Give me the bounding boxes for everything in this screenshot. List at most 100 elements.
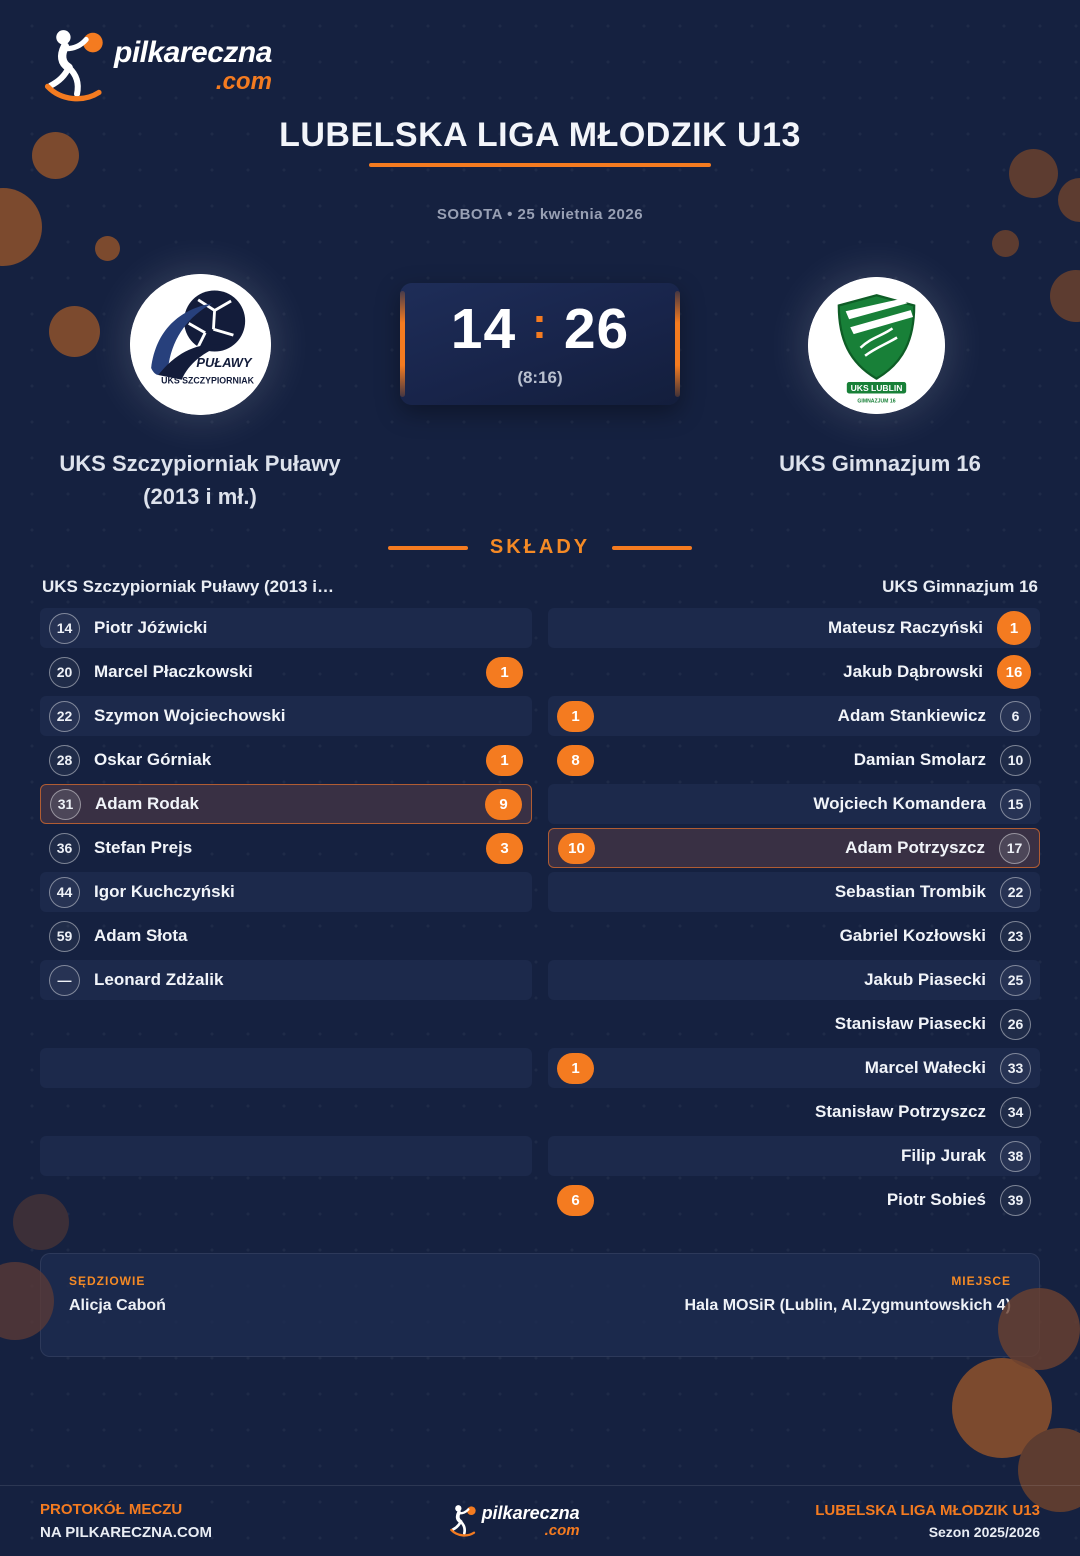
- player-row[interactable]: 22 Szymon Wojciechowski: [40, 696, 532, 736]
- player-row[interactable]: 14 Piotr Jóźwicki: [40, 608, 532, 648]
- player-name: Leonard Zdżalik: [94, 970, 224, 989]
- jersey-number: 38: [1000, 1140, 1031, 1172]
- player-row[interactable]: Stanisław Piasecki 26: [548, 1004, 1040, 1044]
- jersey-number: 36: [49, 832, 80, 864]
- home-team-name: UKS Szczypiorniak Puławy (2013 i mł.): [20, 447, 380, 513]
- away-team-name-line1: UKS Gimnazjum 16: [779, 451, 981, 476]
- jersey-number: 39: [1000, 1184, 1031, 1216]
- svg-text:GIMNAZJUM 16: GIMNAZJUM 16: [857, 399, 895, 405]
- empty-row: [40, 1136, 532, 1176]
- player-name: Jakub Dąbrowski: [843, 662, 983, 681]
- player-name: Igor Kuchczyński: [94, 882, 235, 901]
- player-name: Stanisław Potrzyszcz: [814, 1102, 986, 1121]
- footer-right-line1: LUBELSKA LIGA MŁODZIK U13: [815, 1501, 1040, 1519]
- away-roster-list: Mateusz Raczyński 1 Jakub Dąbrowski 16 1 Adam…: [548, 608, 1040, 1224]
- player-row[interactable]: 44 Igor Kuchczyński: [40, 872, 532, 912]
- handball-player-icon: [44, 30, 103, 102]
- jersey-number: 22: [49, 700, 80, 732]
- divider-dash: [387, 545, 468, 550]
- player-name: Sebastian Trombik: [834, 882, 986, 901]
- player-name: Gabriel Kozłowski: [839, 926, 986, 945]
- svg-text:UKS SZCZYPIORNIAK: UKS SZCZYPIORNIAK: [161, 375, 255, 385]
- player-row[interactable]: 1 Adam Stankiewicz 6: [548, 696, 1040, 736]
- player-row[interactable]: Sebastian Trombik 22: [548, 872, 1040, 912]
- player-row[interactable]: Gabriel Kozłowski 23: [548, 916, 1040, 956]
- empty-row: [40, 1180, 532, 1220]
- player-name: Piotr Sobieś: [886, 1190, 986, 1209]
- footer-logo[interactable]: pilkareczna .com: [448, 1503, 580, 1539]
- jersey-number: 20: [49, 656, 80, 688]
- player-row[interactable]: Jakub Piasecki 25: [548, 960, 1040, 1000]
- goals-badge: 1: [486, 744, 523, 776]
- jersey-number: 14: [49, 612, 80, 644]
- final-score: 14 : 26: [451, 296, 630, 361]
- jersey-number: 44: [49, 876, 80, 908]
- referees-value: Alicja Caboń: [69, 1297, 166, 1314]
- page-footer: PROTOKÓŁ MECZU NA PILKARECZNA.COM pilkar…: [0, 1485, 1080, 1556]
- player-row[interactable]: 59 Adam Słota: [40, 916, 532, 956]
- away-team-crest: UKS LUBLIN GIMNAZJUM 16: [808, 277, 945, 414]
- player-row[interactable]: 31 Adam Rodak 9: [40, 784, 532, 824]
- brand-tld: .com: [544, 1522, 580, 1539]
- away-roster-header: UKS Gimnazjum 16: [882, 577, 1038, 596]
- title-underline: [369, 163, 711, 167]
- away-team-name: UKS Gimnazjum 16: [700, 447, 1060, 480]
- jersey-number: 15: [1000, 788, 1031, 820]
- away-team-logo: UKS LUBLIN GIMNAZJUM 16: [808, 277, 945, 414]
- player-row[interactable]: — Leonard Zdżalik: [40, 960, 532, 1000]
- player-name: Jakub Piasecki: [864, 970, 986, 989]
- decorative-circle: [1050, 270, 1080, 322]
- player-name: Marcel Płaczkowski: [94, 662, 253, 681]
- player-name: Adam Stankiewicz: [837, 706, 986, 725]
- decorative-circle: [1009, 149, 1058, 198]
- site-logo[interactable]: pilkareczna .com: [40, 28, 272, 104]
- divider-dash: [612, 545, 693, 550]
- handball-player-icon: [449, 1505, 476, 1537]
- player-name: Adam Rodak: [95, 794, 199, 813]
- player-row[interactable]: Stanisław Potrzyszcz 34: [548, 1092, 1040, 1132]
- halftime-score: (8:16): [517, 367, 563, 387]
- jersey-number: —: [49, 964, 80, 996]
- player-name: Oskar Górniak: [94, 750, 212, 769]
- player-row[interactable]: 36 Stefan Prejs 3: [40, 828, 532, 868]
- player-name: Marcel Wałecki: [864, 1058, 986, 1077]
- player-row[interactable]: Filip Jurak 38: [548, 1136, 1040, 1176]
- player-row[interactable]: 1 Marcel Wałecki 33: [548, 1048, 1040, 1088]
- player-row[interactable]: 6 Piotr Sobieś 39: [548, 1180, 1040, 1220]
- venue-block: MIEJSCE Hala MOSiR (Lublin, Al.Zygmuntow…: [684, 1274, 1011, 1336]
- jersey-number: 26: [1000, 1008, 1031, 1040]
- goals-badge: 3: [486, 832, 523, 864]
- away-score: 26: [563, 296, 630, 361]
- player-row[interactable]: 20 Marcel Płaczkowski 1: [40, 652, 532, 692]
- player-row[interactable]: Jakub Dąbrowski 16: [548, 652, 1040, 692]
- match-date: SOBOTA • 25 kwietnia 2026: [436, 206, 644, 223]
- goals-badge: 1: [486, 656, 523, 688]
- jersey-number: 1: [997, 611, 1031, 645]
- player-name: Wojciech Komandera: [813, 794, 986, 813]
- player-row[interactable]: 10 Adam Potrzyszcz 17: [548, 828, 1040, 868]
- referees-block: SĘDZIOWIE Alicja Caboń: [69, 1274, 166, 1336]
- player-name: Adam Słota: [94, 926, 188, 945]
- player-row[interactable]: 28 Oskar Górniak 1: [40, 740, 532, 780]
- player-row[interactable]: Wojciech Komandera 15: [548, 784, 1040, 824]
- jersey-number: 10: [1000, 744, 1031, 776]
- venue-value: Hala MOSiR (Lublin, Al.Zygmuntowskich 4): [684, 1297, 1011, 1314]
- jersey-number: 31: [50, 788, 81, 820]
- goals-badge: 1: [557, 700, 594, 732]
- home-team-crest: PUŁAWY UKS SZCZYPIORNIAK: [130, 274, 271, 415]
- jersey-number: 28: [49, 744, 80, 776]
- jersey-number: 17: [999, 832, 1030, 864]
- venue-label: MIEJSCE: [951, 1274, 1011, 1288]
- jersey-number: 34: [1000, 1096, 1031, 1128]
- player-row[interactable]: 8 Damian Smolarz 10: [548, 740, 1040, 780]
- empty-row: [40, 1092, 532, 1132]
- page-title: LUBELSKA LIGA MŁODZIK U13: [279, 116, 801, 154]
- decorative-circle: [0, 188, 42, 266]
- player-name: Stefan Prejs: [94, 838, 193, 857]
- rosters: UKS Szczypiorniak Puławy (2013 i… UKS Gi…: [40, 577, 1040, 1224]
- player-row[interactable]: Mateusz Raczyński 1: [548, 608, 1040, 648]
- player-name: Damian Smolarz: [853, 750, 986, 769]
- score-separator: :: [532, 299, 548, 348]
- decorative-circle: [992, 230, 1019, 257]
